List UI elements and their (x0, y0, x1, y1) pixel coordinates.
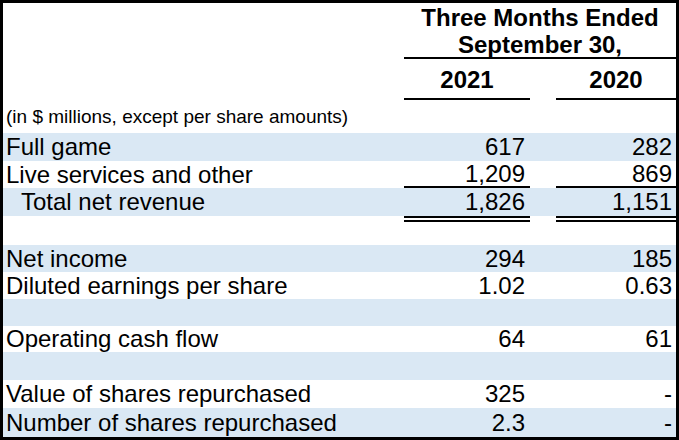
value-2020: 185 (556, 245, 676, 272)
row-label: Number of shares repurchased (3, 408, 404, 437)
row-label: Full game (3, 133, 404, 161)
value-2021: 1.02 (404, 272, 530, 299)
value-2021: 294 (404, 245, 530, 272)
empty-cell (3, 216, 404, 245)
empty-cell (3, 352, 404, 380)
column-gap (530, 299, 556, 326)
row-value-shares-repurchased: Value of shares repurchased 325 - (3, 380, 676, 408)
header-label-spacer (3, 3, 404, 33)
empty-row (3, 299, 676, 326)
value-2020: 61 (556, 326, 676, 352)
empty-cell (556, 100, 676, 133)
value-2020: - (556, 380, 676, 408)
period-subtitle-row: September 30, (3, 33, 676, 59)
column-gap (530, 272, 556, 299)
empty-row (3, 216, 676, 245)
year-header-row: 2021 2020 (3, 59, 676, 100)
empty-cell (556, 352, 676, 380)
empty-row (3, 352, 676, 380)
double-rule-2021 (404, 216, 530, 245)
value-2020: 282 (556, 133, 676, 161)
row-label: Value of shares repurchased (3, 380, 404, 408)
units-note: (in $ millions, except per share amounts… (3, 100, 404, 133)
empty-cell (556, 299, 676, 326)
value-2021: 2.3 (404, 408, 530, 437)
period-title: Three Months Ended (404, 3, 676, 33)
column-gap (530, 245, 556, 272)
empty-cell (3, 299, 404, 326)
empty-cell (404, 299, 530, 326)
column-gap (530, 380, 556, 408)
period-subtitle: September 30, (404, 33, 676, 59)
row-live-services: Live services and other 1,209 869 (3, 161, 676, 188)
row-full-game: Full game 617 282 (3, 133, 676, 161)
column-gap (530, 352, 556, 380)
period-header-row: Three Months Ended (3, 3, 676, 33)
value-2020: - (556, 408, 676, 437)
value-2021: 617 (404, 133, 530, 161)
header-label-spacer (3, 59, 404, 100)
row-total-net-revenue: Total net revenue 1,826 1,151 (3, 188, 676, 216)
column-gap (530, 216, 556, 245)
row-label: Net income (3, 245, 404, 272)
column-gap (530, 161, 556, 188)
units-note-row: (in $ millions, except per share amounts… (3, 100, 676, 133)
row-label: Diluted earnings per share (3, 272, 404, 299)
column-gap (530, 188, 556, 216)
column-gap (530, 133, 556, 161)
financial-summary-table: Three Months Ended September 30, 2021 20… (0, 0, 679, 440)
column-gap (530, 408, 556, 437)
row-label: Live services and other (3, 161, 404, 188)
column-gap (530, 326, 556, 352)
empty-cell (404, 352, 530, 380)
row-label: Operating cash flow (3, 326, 404, 352)
column-gap (530, 100, 556, 133)
value-2020: 869 (556, 161, 676, 188)
row-net-income: Net income 294 185 (3, 245, 676, 272)
row-label: Total net revenue (3, 188, 404, 216)
double-rule-2020 (556, 216, 676, 245)
row-diluted-eps: Diluted earnings per share 1.02 0.63 (3, 272, 676, 299)
value-2020: 1,151 (556, 188, 676, 216)
column-gap (530, 59, 556, 100)
value-2021: 1,209 (404, 161, 530, 188)
column-header-2021: 2021 (404, 59, 530, 100)
value-2021: 325 (404, 380, 530, 408)
row-number-shares-repurchased: Number of shares repurchased 2.3 - (3, 408, 676, 437)
header-label-spacer (3, 33, 404, 59)
value-2021: 1,826 (404, 188, 530, 216)
empty-cell (404, 100, 530, 133)
value-2021: 64 (404, 326, 530, 352)
row-operating-cash-flow: Operating cash flow 64 61 (3, 326, 676, 352)
value-2020: 0.63 (556, 272, 676, 299)
column-header-2020: 2020 (556, 59, 676, 100)
